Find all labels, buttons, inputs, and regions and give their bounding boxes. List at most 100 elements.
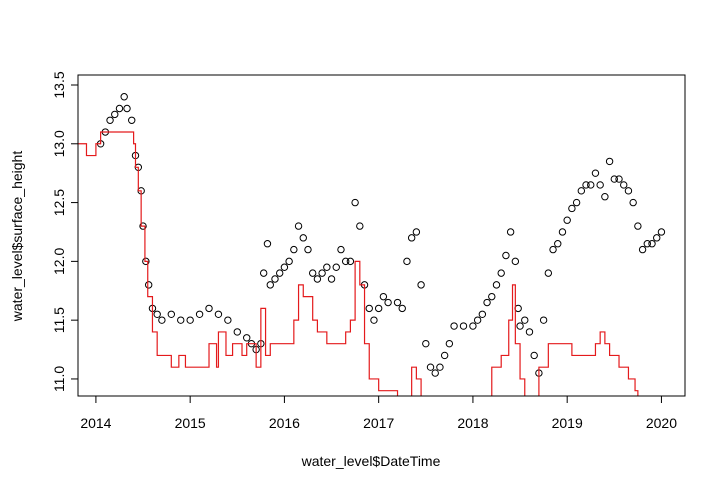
data-point (285, 257, 293, 266)
data-point (205, 304, 213, 313)
data-point (605, 157, 614, 166)
y-tick-label: 11.0 (51, 366, 67, 392)
data-point (544, 269, 553, 277)
data-point (634, 222, 642, 230)
data-point (177, 316, 185, 324)
data-point (624, 187, 633, 195)
data-point (271, 275, 279, 283)
data-point (483, 298, 491, 307)
data-point (195, 310, 204, 318)
data-point (144, 281, 153, 289)
data-point (379, 292, 388, 301)
data-point (266, 281, 274, 289)
data-point (445, 339, 454, 348)
data-point (657, 228, 666, 236)
data-point (308, 269, 317, 277)
data-point (511, 257, 520, 266)
x-tick-label: 2018 (457, 415, 488, 431)
data-point (224, 316, 232, 324)
data-point (558, 228, 567, 236)
data-point (506, 228, 515, 236)
data-point (417, 281, 425, 289)
x-tick-label: 2017 (363, 415, 394, 431)
data-point (601, 192, 609, 201)
x-tick-label: 2020 (646, 415, 677, 431)
data-point (492, 281, 501, 289)
data-point (323, 263, 331, 271)
data-point (120, 93, 128, 101)
data-point (407, 234, 416, 242)
y-tick-label: 12.5 (51, 189, 67, 216)
data-point (422, 339, 430, 348)
data-point (530, 351, 538, 360)
data-point (502, 251, 510, 260)
data-point (276, 269, 284, 277)
data-point (596, 181, 604, 189)
y-tick-label: 13.0 (51, 130, 67, 157)
data-point (128, 116, 136, 124)
data-point (648, 240, 656, 248)
data-point (577, 187, 586, 195)
y-tick-label: 12.0 (51, 248, 67, 275)
data-point (299, 234, 307, 242)
plot-frame (77, 74, 686, 397)
data-point (233, 328, 241, 336)
data-point (142, 257, 150, 266)
data-point (332, 263, 340, 271)
data-point (280, 263, 289, 271)
data-point (620, 181, 628, 189)
data-point (582, 181, 590, 189)
data-point (591, 169, 600, 177)
data-point (436, 363, 444, 371)
data-point (403, 257, 411, 266)
data-point (638, 245, 647, 254)
data-point (294, 222, 303, 230)
data-point (139, 222, 147, 230)
data-point (318, 269, 326, 277)
x-tick-label: 2016 (269, 415, 300, 431)
data-point (290, 245, 298, 254)
data-point (214, 310, 223, 318)
data-point (568, 204, 576, 213)
data-point (554, 240, 562, 248)
data-point (115, 104, 124, 113)
data-point (525, 328, 534, 336)
data-point (473, 316, 482, 324)
data-point (384, 298, 392, 307)
plot-area (78, 93, 666, 396)
data-point (516, 322, 524, 330)
data-point (431, 369, 439, 377)
data-point (398, 304, 406, 313)
data-point (459, 322, 468, 330)
x-tick-label: 2019 (552, 415, 583, 431)
data-point (497, 269, 505, 277)
data-point (539, 316, 548, 324)
data-point (629, 198, 637, 207)
data-point (243, 334, 251, 342)
data-point (263, 240, 272, 248)
data-point (521, 316, 529, 324)
data-point (412, 228, 421, 236)
data-point (478, 310, 487, 318)
x-axis-label: water_level$DateTime (301, 453, 441, 469)
data-point (341, 257, 350, 266)
data-point (572, 198, 581, 207)
x-tick-label: 2014 (80, 415, 111, 431)
data-point (450, 322, 458, 330)
y-axis-label: water_level$surface_height (9, 151, 25, 323)
data-point (587, 181, 595, 189)
data-point (469, 322, 477, 330)
data-point (426, 363, 435, 371)
data-point (610, 175, 619, 183)
data-point (313, 275, 322, 283)
data-point (393, 298, 402, 307)
y-tick-label: 11.5 (51, 307, 67, 333)
data-point (653, 234, 661, 242)
data-point (365, 304, 373, 313)
data-point (643, 240, 651, 248)
data-point (158, 316, 166, 324)
data-point (327, 275, 336, 283)
data-point (123, 104, 131, 113)
data-point (549, 245, 557, 254)
